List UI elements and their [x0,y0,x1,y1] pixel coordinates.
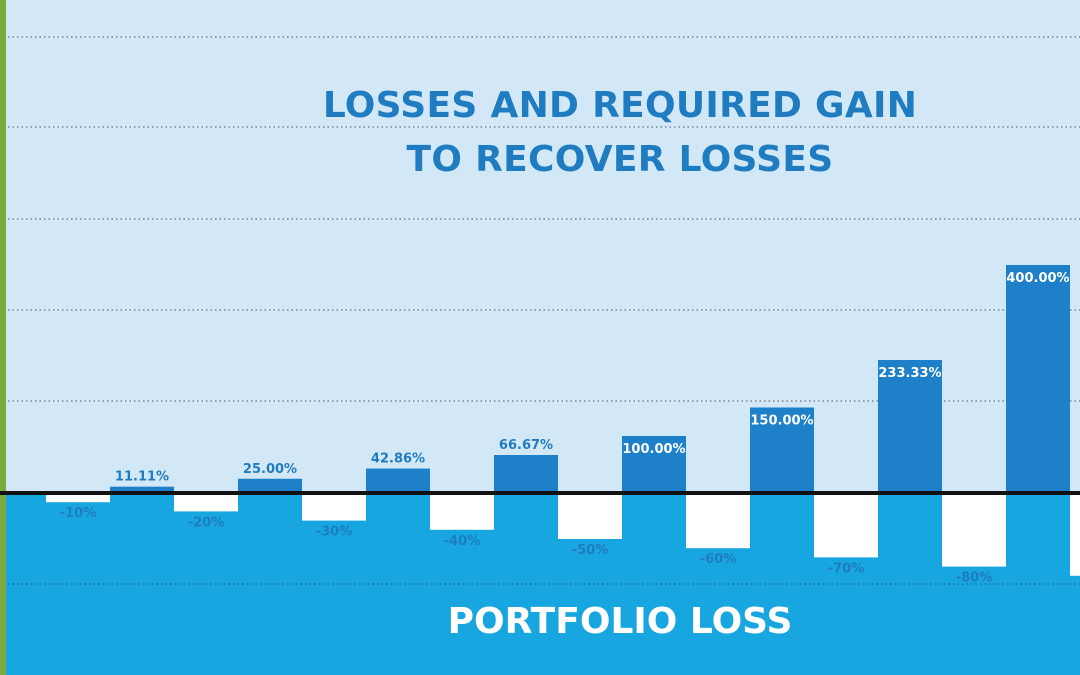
gain-bar-label: 66.67% [499,438,553,453]
loss-bar [558,493,622,539]
gain-bar [750,407,814,493]
loss-bar-label: -70% [828,561,865,576]
gain-bar [366,468,430,493]
loss-bar [302,493,366,521]
chart-title-line-2: TO RECOVER LOSSES [407,139,834,180]
loss-bar-label: -80% [956,571,993,586]
gain-bar [1006,265,1070,493]
loss-bar [174,493,238,512]
gain-bar-label: 25.00% [243,462,297,477]
loss-bar [430,493,494,530]
gain-bar-label: 42.86% [371,452,425,467]
gain-bar-label: 11.11% [115,470,169,485]
gain-bar [238,478,302,493]
gain-bar [494,454,558,493]
loss-bar [814,493,878,558]
loss-bar-label: -50% [572,543,609,558]
chart-title-line-1: LOSSES AND REQUIRED GAIN [323,85,917,126]
portfolio-loss-label: PORTFOLIO LOSS [448,601,793,642]
gridlines [8,36,1080,585]
loss-bar-label: -20% [188,515,225,530]
loss-bar-label: -40% [444,534,481,549]
gain-bar [622,436,686,493]
bars-layer: -10% -20% -30% -40% -50% -60% -70% -80% 11.11% 25… [46,265,1080,586]
gain-bar-label: 400.00% [1006,271,1069,286]
left-accent-stripe [0,0,6,675]
loss-bar-label: -10% [60,506,97,521]
loss-bar [686,493,750,549]
loss-bar [1070,493,1080,576]
gain-bar-label: 100.00% [622,442,685,457]
loss-bar [46,493,110,503]
loss-bar-label: -60% [700,552,737,567]
loss-bar [942,493,1006,567]
gain-bar [110,486,174,493]
gain-bar [878,360,942,493]
loss-bar-label: -30% [316,525,353,540]
gain-bar-label: 150.00% [750,414,813,429]
gain-bar-label: 233.33% [878,366,941,381]
